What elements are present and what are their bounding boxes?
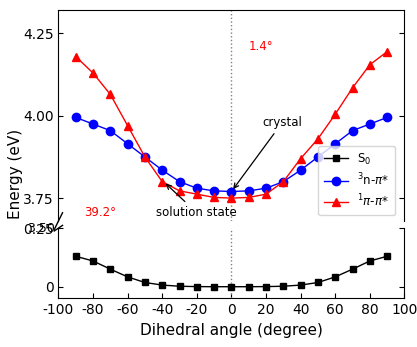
Text: Energy (eV): Energy (eV) (8, 128, 23, 219)
Text: 1.4°: 1.4° (249, 40, 274, 53)
Legend: S$_0$, $^3$n-$\pi$*, $^1\pi$-$\pi$*: S$_0$, $^3$n-$\pi$*, $^1\pi$-$\pi$* (318, 146, 395, 215)
Text: crystal: crystal (234, 116, 302, 188)
Text: 3.50: 3.50 (27, 222, 55, 235)
Text: solution state: solution state (156, 185, 237, 219)
Text: 39.2°: 39.2° (84, 206, 116, 219)
X-axis label: Dihedral angle (degree): Dihedral angle (degree) (140, 323, 323, 338)
